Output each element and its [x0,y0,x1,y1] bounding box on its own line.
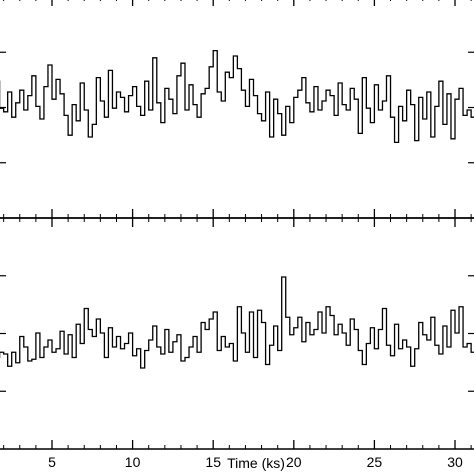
x-tick-label: 15 [205,454,221,470]
top-panel-step-series [0,49,474,144]
x-tick-label: 10 [125,454,141,470]
x-axis-label: Time (ks) [227,455,285,471]
top-panel [0,0,474,219]
bottom-panel [0,217,474,450]
bottom-panel-frame [0,217,474,450]
x-tick-label: 5 [48,454,56,470]
x-tick-label: 25 [367,454,383,470]
bottom-panel-ticks [0,218,474,449]
top-panel-ticks [0,0,474,218]
bottom-panel-step-series [0,276,474,369]
x-tick-label: 30 [447,454,463,470]
x-tick-labels: 5 10 15 20 25 30 [48,454,463,470]
x-tick-label: 20 [286,454,302,470]
